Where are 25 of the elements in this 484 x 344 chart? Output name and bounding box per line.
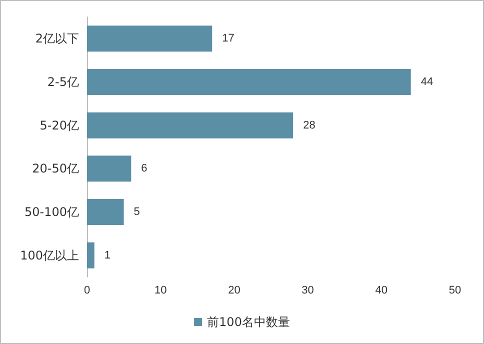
bar (87, 69, 411, 95)
data-label: 5 (134, 206, 140, 218)
y-tick-label: 50-100亿 (24, 205, 79, 219)
y-tick-label: 100亿以上 (20, 248, 79, 262)
y-tick-label: 5-20亿 (40, 118, 79, 132)
data-label: 17 (222, 32, 234, 45)
y-tick-label: 2-5亿 (47, 75, 79, 89)
legend-label: 前100名中数量 (207, 315, 290, 329)
y-tick-label: 2亿以下 (35, 32, 79, 46)
data-label: 1 (104, 249, 110, 262)
data-label: 28 (303, 119, 316, 132)
y-tick-label: 20-50亿 (32, 162, 79, 176)
x-tick-label: 20 (228, 284, 240, 296)
bar (87, 242, 94, 268)
bar (87, 26, 212, 52)
data-label: 6 (141, 162, 148, 175)
bar (87, 112, 294, 138)
x-tick-label: 30 (302, 284, 314, 296)
x-tick-label: 0 (84, 284, 90, 296)
bar (87, 156, 132, 182)
data-label: 44 (420, 76, 434, 88)
x-tick-label: 10 (154, 284, 167, 296)
x-tick-label: 50 (448, 284, 462, 296)
bar (87, 199, 124, 225)
x-tick-label: 40 (375, 284, 388, 296)
